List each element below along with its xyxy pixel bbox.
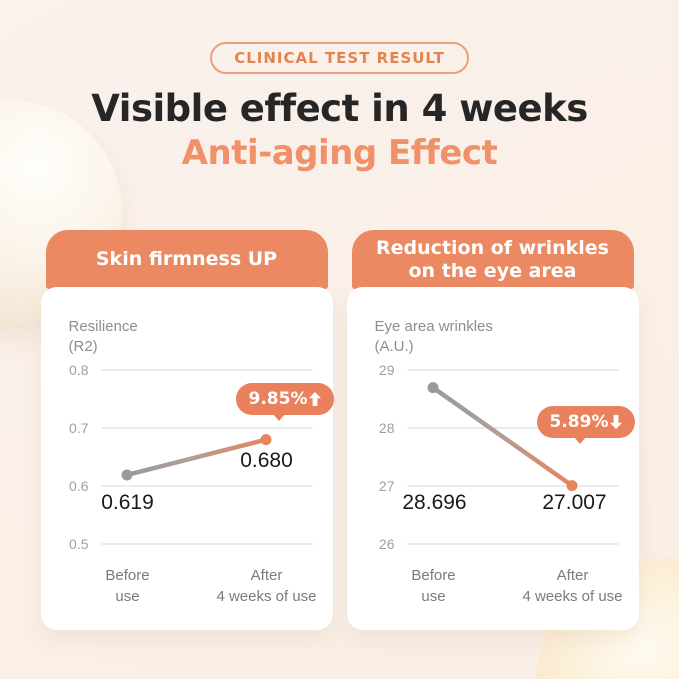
value-label-after: 0.680 (240, 449, 293, 472)
y-tick: 0.5 (69, 534, 313, 554)
clinical-test-badge-label: CLINICAL TEST RESULT (234, 49, 445, 67)
percent-change-badge: 5.89% (536, 406, 636, 444)
gridline (406, 369, 619, 371)
x-label-after: After 4 weeks of use (522, 567, 623, 605)
gridline (100, 485, 313, 487)
y-axis-label: Resilience (R2) (68, 318, 138, 355)
card-title-text: Reduction of wrinkles on the eye area (376, 236, 609, 282)
gridline (406, 485, 619, 487)
line-plot (427, 382, 577, 492)
x-label-before: Before use (411, 567, 456, 605)
up-arrow-icon (309, 392, 322, 406)
x-label-after: After 4 weeks of use (216, 567, 317, 605)
header: CLINICAL TEST RESULT Visible effect in 4… (0, 0, 679, 174)
data-point-before (427, 382, 438, 394)
page-subtitle: Anti-aging Effect (181, 133, 498, 173)
percent-change-value: 9.85% (248, 389, 308, 409)
card-title-eye-wrinkles: Reduction of wrinkles on the eye area (351, 230, 634, 289)
percent-change-badge: 9.85% (235, 383, 335, 421)
gridline (406, 427, 619, 429)
trend-line (124, 437, 268, 478)
page-title: Visible effect in 4 weeks (91, 87, 588, 130)
data-point-after (566, 480, 577, 492)
clinical-test-badge: CLINICAL TEST RESULT (210, 42, 469, 74)
gridline (100, 427, 313, 429)
y-tick: 29 (375, 360, 619, 380)
result-card-skin-firmness: Skin firmness UP Resilience (R2) 0.8 0.7… (40, 230, 335, 630)
card-title-skin-firmness: Skin firmness UP (45, 230, 328, 289)
y-axis-label: Eye area wrinkles (A.U.) (374, 318, 493, 355)
gridline (100, 543, 313, 545)
chart-eye-wrinkles: Eye area wrinkles (A.U.) 29 28 27 26 (346, 287, 639, 630)
y-tick: 26 (375, 534, 619, 554)
result-cards: Skin firmness UP Resilience (R2) 0.8 0.7… (0, 230, 679, 630)
y-tick: 0.8 (69, 360, 313, 380)
gridline (100, 369, 313, 371)
gridline (406, 543, 619, 545)
y-tick: 0.6 (69, 476, 313, 496)
percent-change-value: 5.89% (549, 412, 609, 432)
chart-skin-firmness: Resilience (R2) 0.8 0.7 0.6 0.5 (40, 287, 335, 630)
value-label-before: 0.619 (101, 491, 154, 514)
y-tick: 27 (375, 476, 619, 496)
down-arrow-icon (610, 415, 623, 429)
value-label-after: 27.007 (542, 491, 607, 514)
result-card-eye-wrinkles: Reduction of wrinkles on the eye area Ey… (346, 230, 639, 630)
y-tick: 0.7 (69, 418, 313, 438)
data-point-after (260, 434, 271, 446)
y-tick: 28 (375, 418, 619, 438)
card-title-text: Skin firmness UP (95, 248, 278, 270)
data-point-before (121, 469, 132, 481)
line-plot (121, 434, 271, 481)
trend-line (430, 385, 574, 488)
x-label-before: Before use (105, 567, 150, 605)
value-label-before: 28.696 (402, 491, 467, 514)
